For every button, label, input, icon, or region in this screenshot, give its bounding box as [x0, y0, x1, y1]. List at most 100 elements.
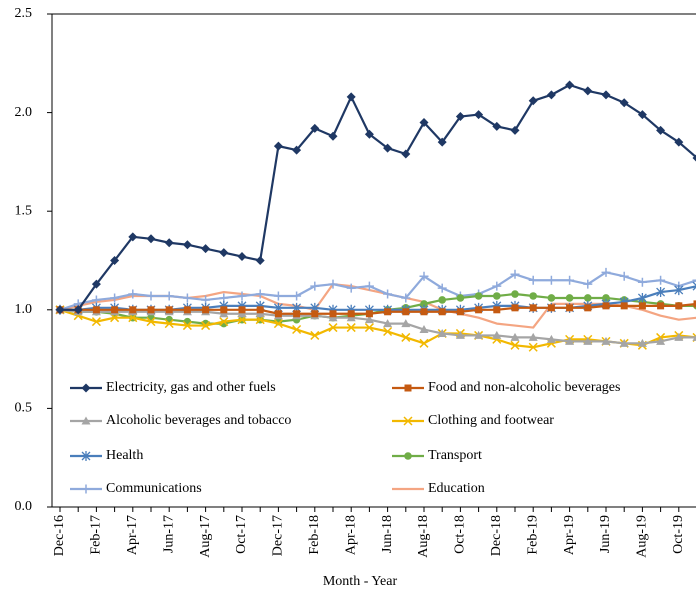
marker: [201, 321, 211, 331]
marker: [147, 306, 155, 314]
marker: [511, 304, 519, 312]
series-line: [59, 308, 696, 349]
marker: [474, 110, 484, 120]
marker: [692, 281, 696, 291]
marker: [310, 123, 320, 133]
marker: [55, 305, 65, 315]
marker: [637, 277, 647, 287]
marker: [346, 283, 356, 293]
marker: [237, 291, 247, 301]
legend-item: Alcoholic beverages and tobacco: [70, 413, 291, 428]
marker: [73, 305, 83, 315]
marker: [437, 328, 447, 337]
x-axis-label: Month - Year: [323, 574, 398, 589]
marker: [528, 96, 538, 106]
marker: [402, 308, 410, 316]
legend-label: Food and non-alcoholic beverages: [428, 380, 620, 395]
marker: [637, 292, 647, 303]
marker: [546, 334, 556, 343]
legend-label: Alcoholic beverages and tobacco: [106, 413, 291, 428]
marker: [401, 319, 411, 328]
marker: [619, 98, 629, 108]
marker: [601, 267, 611, 277]
marker: [92, 306, 100, 314]
marker: [455, 112, 465, 122]
legend-item: Communications: [70, 481, 202, 496]
marker: [274, 310, 282, 318]
marker: [602, 294, 610, 302]
marker: [601, 336, 611, 345]
x-tick-label: Feb-19: [525, 515, 540, 555]
marker: [310, 330, 320, 340]
marker: [565, 275, 575, 285]
y-tick-label: 1.5: [15, 203, 33, 218]
marker: [81, 383, 91, 393]
marker: [656, 336, 666, 345]
marker: [674, 285, 684, 296]
marker: [202, 306, 210, 314]
marker: [81, 416, 91, 425]
marker: [693, 300, 696, 308]
marker: [128, 289, 138, 299]
marker: [493, 292, 501, 300]
marker: [601, 90, 611, 100]
marker: [674, 332, 684, 341]
marker: [383, 289, 393, 299]
marker: [255, 256, 265, 265]
marker: [164, 291, 174, 301]
marker: [182, 293, 192, 303]
x-tick-label: Feb-18: [307, 515, 322, 555]
marker: [91, 279, 101, 289]
marker: [292, 291, 302, 301]
marker: [219, 248, 229, 258]
marker: [528, 342, 538, 352]
marker: [293, 310, 301, 318]
marker: [584, 294, 592, 302]
marker: [311, 310, 319, 318]
marker: [692, 334, 696, 341]
marker: [81, 484, 91, 494]
marker: [364, 281, 374, 291]
marker: [364, 315, 374, 324]
marker: [219, 317, 229, 327]
marker: [510, 332, 520, 341]
marker: [273, 291, 283, 301]
marker: [437, 137, 447, 147]
marker: [182, 321, 192, 331]
legend-label: Electricity, gas and other fuels: [106, 380, 276, 395]
marker: [493, 306, 501, 314]
marker: [273, 141, 283, 151]
legend-label: Communications: [106, 481, 202, 496]
marker: [347, 310, 355, 318]
marker: [474, 330, 484, 339]
marker: [675, 302, 683, 310]
marker: [583, 279, 593, 289]
marker: [328, 131, 338, 141]
marker: [492, 281, 502, 291]
marker: [510, 269, 520, 279]
marker: [529, 292, 537, 300]
y-tick-label: 1.0: [15, 302, 33, 317]
marker: [584, 304, 592, 312]
marker: [492, 330, 502, 339]
marker: [110, 293, 120, 303]
marker: [420, 308, 428, 316]
x-tick-label: Jun-19: [598, 515, 613, 553]
x-tick-label: Dec-18: [489, 515, 504, 556]
legend-label: Transport: [428, 448, 482, 463]
marker: [201, 244, 211, 254]
legend-item: Transport: [392, 448, 482, 463]
legend-item: Education: [392, 481, 485, 496]
marker: [365, 310, 373, 318]
marker: [547, 304, 555, 312]
marker: [419, 338, 429, 348]
marker: [546, 275, 556, 285]
x-tick-label: Jun-17: [161, 515, 176, 553]
x-tick-label: Dec-17: [271, 515, 286, 556]
marker: [565, 294, 574, 302]
marker: [510, 340, 520, 350]
legend-label: Clothing and footwear: [428, 413, 554, 428]
marker: [565, 336, 575, 345]
series-line: [59, 308, 696, 345]
